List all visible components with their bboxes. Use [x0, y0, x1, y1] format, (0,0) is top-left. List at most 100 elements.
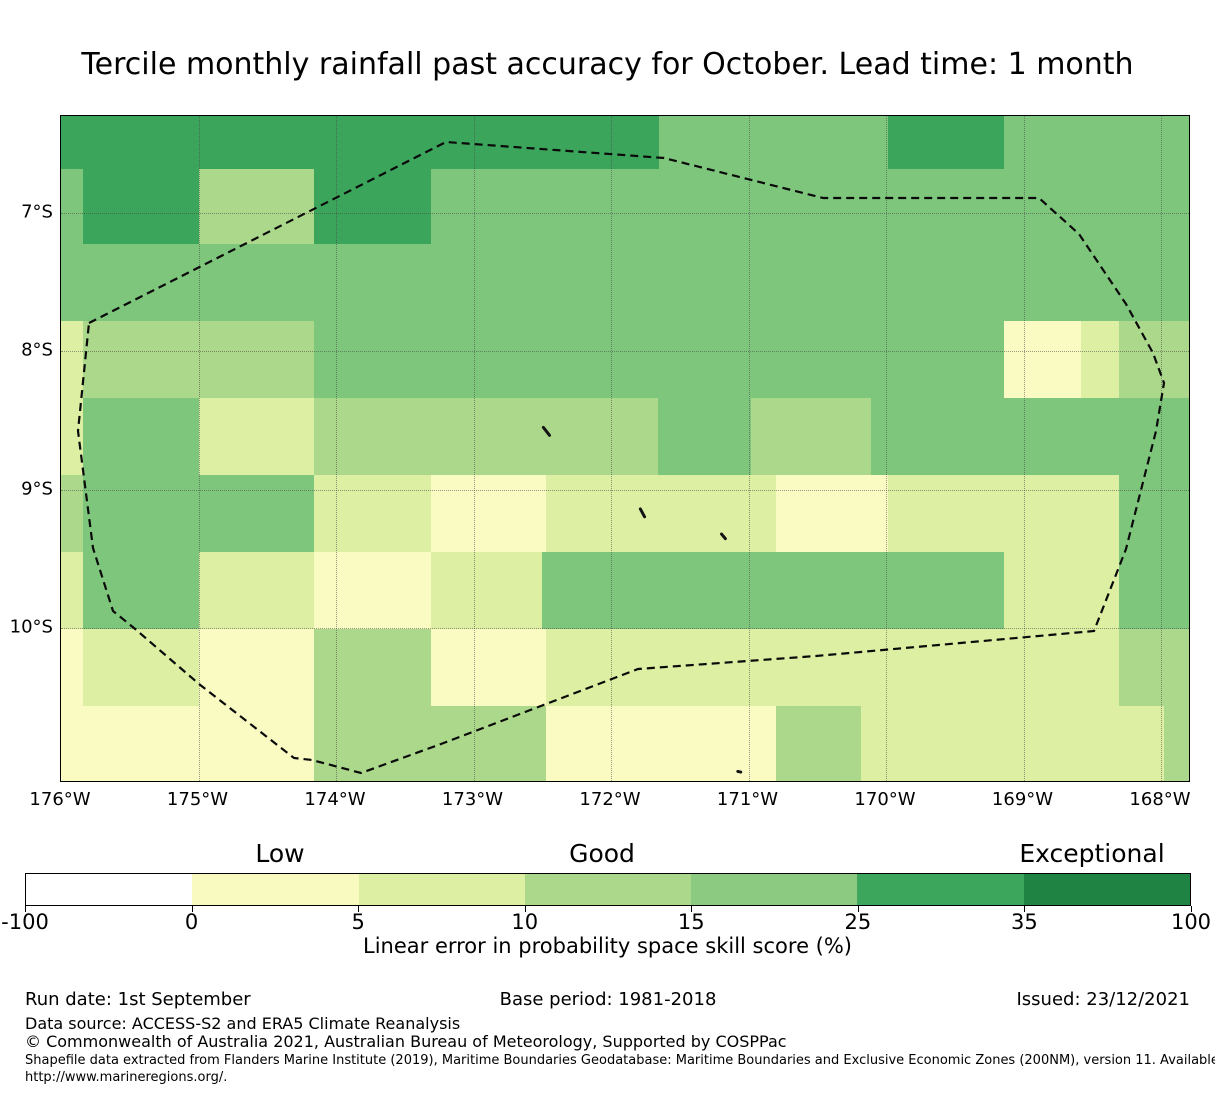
- map-gridline-vertical: [1161, 116, 1162, 781]
- heatmap-cell: [199, 629, 314, 706]
- heatmap-cell: [61, 398, 83, 475]
- x-axis-tick-label: 173°W: [441, 789, 504, 810]
- map-gridline-vertical: [748, 116, 750, 781]
- colorbar-tick: [191, 906, 193, 912]
- heatmap-cell: [776, 475, 888, 552]
- heatmap-cell: [314, 398, 658, 475]
- colorbar-segment: [358, 874, 525, 905]
- footer-shapefile-note: Shapefile data extracted from Flanders M…: [25, 1053, 1215, 1068]
- colorbar-tick-label: 25: [844, 910, 872, 934]
- map-gridline-vertical: [473, 116, 475, 781]
- heatmap-cell: [83, 398, 199, 475]
- heatmap-cell: [61, 244, 1189, 321]
- y-axis-tick-label: 8°S: [21, 339, 53, 361]
- heatmap-cell: [314, 169, 431, 244]
- footer-shapefile-url: http://www.marineregions.org/.: [25, 1070, 228, 1085]
- heatmap-cell: [83, 552, 199, 629]
- heatmap-cell: [546, 706, 776, 781]
- heatmap-cell: [83, 169, 199, 244]
- map-gridline-vertical: [611, 116, 612, 781]
- colorbar-tick-label: 10: [511, 910, 539, 934]
- colorbar-segment: [524, 874, 692, 905]
- colorbar-tick-label: -100: [1, 910, 49, 934]
- heatmap-cell: [61, 321, 83, 398]
- colorbar-tick: [358, 906, 360, 912]
- heatmap-cell: [1004, 321, 1081, 398]
- footer-copyright: © Commonwealth of Australia 2021, Austra…: [25, 1032, 787, 1051]
- heatmap-cell: [199, 169, 314, 244]
- heatmap-cell: [751, 398, 871, 475]
- heatmap-cell: [861, 706, 1164, 781]
- heatmap-cell: [546, 475, 776, 552]
- chart-title: Tercile monthly rainfall past accuracy f…: [81, 47, 1134, 82]
- y-axis-tick-label: 9°S: [21, 478, 53, 500]
- colorbar-tick-label: 0: [184, 910, 199, 934]
- footer-data-source: Data source: ACCESS-S2 and ERA5 Climate …: [25, 1014, 461, 1033]
- map-gridline-horizontal: [61, 628, 1189, 629]
- heatmap-cell: [314, 475, 431, 552]
- footer-base-period: Base period: 1981-2018: [499, 989, 717, 1010]
- eez-boundary-layer: [76, 140, 1166, 775]
- heatmap-cell: [61, 629, 83, 706]
- colorbar: [25, 873, 1191, 906]
- colorbar-category-label: Low: [255, 839, 305, 868]
- heatmap-cell: [1004, 116, 1189, 169]
- heatmap-cell: [61, 169, 83, 244]
- colorbar-tick: [691, 906, 693, 912]
- heatmap-cell: [658, 398, 751, 475]
- map-gridline-vertical: [198, 116, 200, 781]
- x-axis-tick-label: 168°W: [1129, 789, 1191, 810]
- heatmap-cell: [61, 475, 83, 552]
- heatmap-cell: [1119, 552, 1189, 629]
- colorbar-segment: [691, 874, 858, 905]
- colorbar-tick-label: 15: [677, 910, 705, 934]
- heatmap-cell: [431, 552, 542, 629]
- map-gridline-vertical: [886, 116, 887, 781]
- heatmap-cell: [431, 475, 546, 552]
- map-gridline-vertical: [1023, 116, 1025, 781]
- colorbar-tick-label: 100: [1170, 910, 1212, 934]
- heatmap-cell: [61, 706, 314, 781]
- heatmap-cell: [1164, 706, 1189, 781]
- heatmap-cell: [871, 398, 1189, 475]
- x-axis-tick-label: 169°W: [991, 789, 1054, 810]
- heatmap-cell: [776, 706, 861, 781]
- colorbar-tick-label: 35: [1011, 910, 1038, 934]
- map-gridline-vertical: [336, 116, 337, 781]
- heatmap-cell: [1004, 552, 1119, 629]
- map-gridline-horizontal: [61, 490, 1189, 491]
- map-gridline-horizontal: [61, 351, 1189, 352]
- heatmap-cell: [1081, 321, 1119, 398]
- colorbar-segment: [857, 874, 1024, 905]
- colorbar-tick: [524, 906, 526, 912]
- x-axis-tick-label: 170°W: [854, 789, 916, 810]
- colorbar-caption: Linear error in probability space skill …: [363, 934, 852, 958]
- colorbar-category-label: Good: [569, 839, 635, 868]
- colorbar-category-label: Exceptional: [1019, 839, 1165, 868]
- colorbar-tick: [1191, 906, 1192, 912]
- footer-run-date: Run date: 1st September: [25, 989, 251, 1010]
- heatmap-cell: [542, 552, 1004, 629]
- x-axis-tick-label: 172°W: [579, 789, 641, 810]
- colorbar-segment: [26, 874, 193, 905]
- colorbar-tick: [25, 906, 26, 912]
- x-axis-tick-label: 171°W: [716, 789, 779, 810]
- map-gridline-horizontal: [61, 213, 1189, 214]
- heatmap-cell: [1119, 321, 1189, 398]
- x-axis-tick-label: 176°W: [29, 789, 91, 810]
- heatmap-cell: [314, 629, 431, 706]
- y-axis-tick-label: 10°S: [9, 616, 53, 638]
- colorbar-segment: [192, 874, 359, 905]
- heatmap-cell: [1119, 475, 1189, 552]
- heatmap-cell: [314, 321, 1004, 398]
- heatmap-cell: [199, 398, 314, 475]
- heatmap-cell: [1119, 629, 1189, 706]
- x-axis-tick-label: 174°W: [304, 789, 366, 810]
- heatmap-cell: [199, 552, 314, 629]
- heatmap-cell: [431, 169, 1189, 244]
- x-axis-tick-label: 175°W: [166, 789, 229, 810]
- colorbar-tick: [857, 906, 859, 912]
- heatmap-cell: [659, 116, 888, 169]
- map-canvas: [60, 115, 1190, 782]
